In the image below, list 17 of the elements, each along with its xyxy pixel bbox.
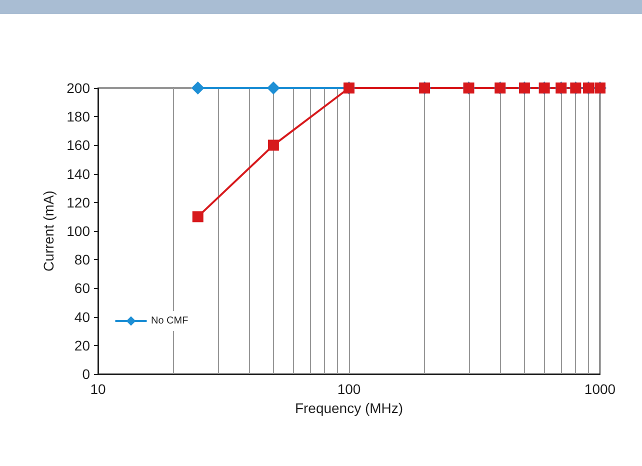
legend-label: No CMF (151, 316, 188, 326)
y-tick-label: 120 (66, 194, 90, 210)
y-tick-label: 100 (66, 223, 90, 239)
y-tick-label: 160 (66, 137, 90, 154)
x-tick-label: 1000 (584, 381, 616, 397)
y-tick-label: 200 (66, 80, 90, 96)
y-axis-title: Current (mA) (40, 190, 57, 272)
y-tick-label: 60 (74, 280, 90, 296)
y-tick-label: 140 (66, 166, 90, 182)
y-tick-label: 0 (82, 366, 90, 382)
y-tick-label: 80 (74, 252, 90, 268)
x-tick-label: 100 (337, 381, 361, 397)
y-tick-label: 20 (74, 337, 90, 354)
y-tick-label: 40 (74, 308, 90, 325)
x-tick-label: 10 (90, 381, 106, 397)
y-tick-label: 180 (66, 108, 90, 125)
x-axis-title: Frequency (MHz) (294, 400, 404, 416)
